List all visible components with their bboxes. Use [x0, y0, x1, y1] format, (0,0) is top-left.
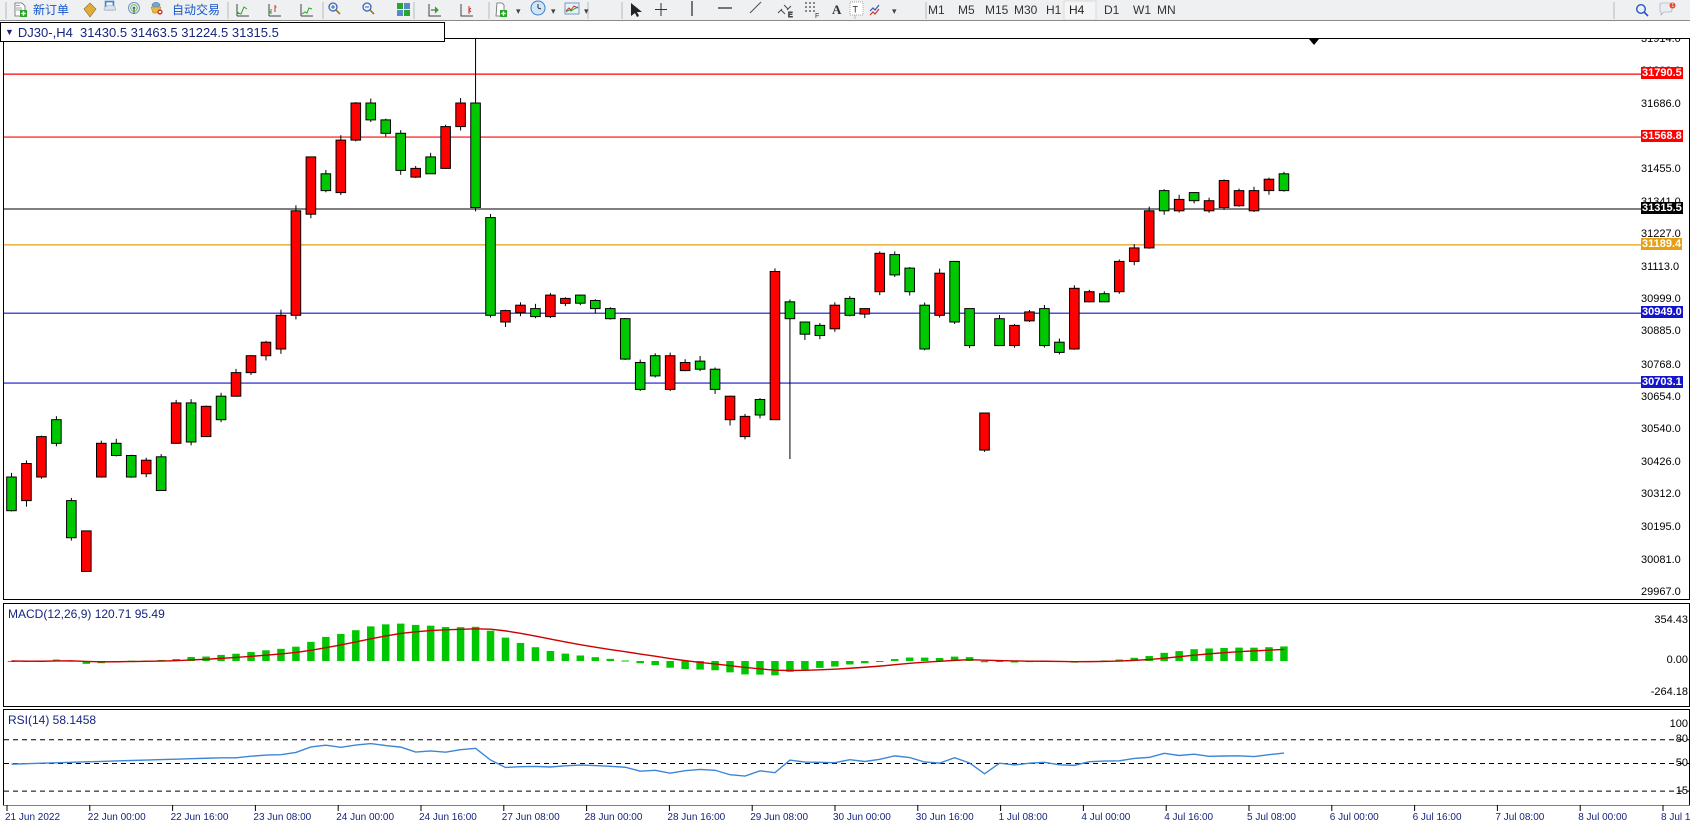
svg-text:1: 1 [1671, 3, 1674, 9]
svg-text:▾: ▾ [551, 6, 556, 16]
svg-text:H4: H4 [1069, 3, 1085, 17]
svg-text:自动交易: 自动交易 [172, 2, 220, 17]
svg-text:▾: ▾ [584, 6, 589, 16]
svg-text:M5: M5 [958, 3, 975, 17]
svg-text:MN: MN [1157, 3, 1176, 17]
svg-text:A: A [832, 2, 842, 17]
svg-text:M30: M30 [1014, 3, 1038, 17]
svg-text:D1: D1 [1104, 3, 1120, 17]
svg-text:M15: M15 [985, 3, 1009, 17]
svg-text:新订单: 新订单 [33, 2, 69, 17]
svg-text:H1: H1 [1046, 3, 1062, 17]
svg-text:E: E [788, 12, 793, 19]
svg-text:▾: ▾ [516, 6, 521, 16]
svg-text:M1: M1 [928, 3, 945, 17]
svg-text:W1: W1 [1133, 3, 1151, 17]
svg-text:▾: ▾ [892, 6, 897, 16]
svg-text:F: F [815, 13, 819, 20]
svg-text:T: T [853, 5, 859, 15]
